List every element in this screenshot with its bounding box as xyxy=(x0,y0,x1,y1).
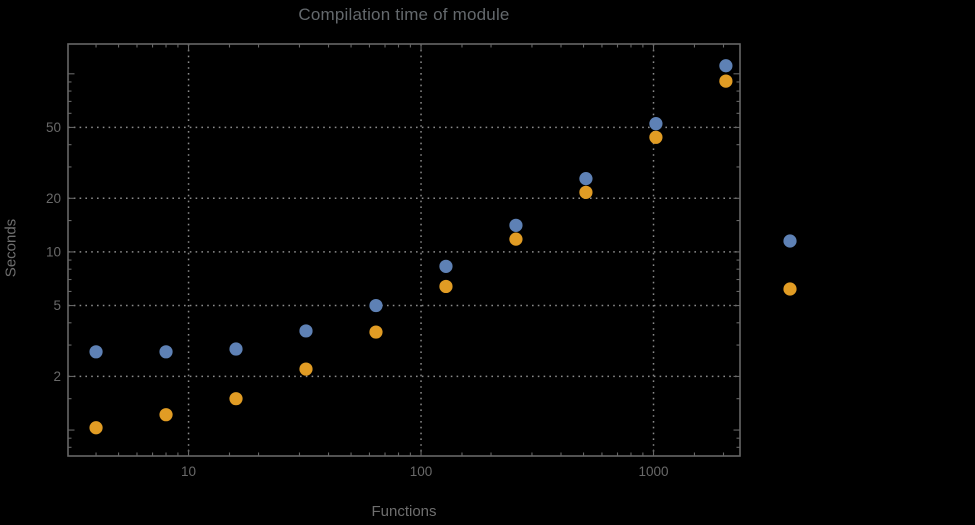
x-tick-label: 100 xyxy=(410,464,433,479)
y-tick-label: 5 xyxy=(53,298,61,313)
x-axis-label: Functions xyxy=(371,503,437,520)
data-point-blue-series xyxy=(229,342,243,356)
y-tick-label: 2 xyxy=(53,369,61,384)
x-tick-label: 1000 xyxy=(638,464,668,479)
data-point-orange-series xyxy=(719,74,733,88)
data-point-orange-series xyxy=(649,130,663,144)
data-point-blue-series xyxy=(719,59,733,73)
data-point-orange-series xyxy=(509,232,523,246)
data-point-blue-series xyxy=(369,298,383,313)
data-point-orange-series xyxy=(229,392,243,406)
data-point-blue-series xyxy=(439,259,453,273)
data-point-blue-series xyxy=(299,324,313,338)
data-point-orange-series xyxy=(579,185,593,199)
y-tick-label: 50 xyxy=(46,120,61,135)
data-point-orange-series xyxy=(439,279,453,294)
data-point-blue-series xyxy=(509,218,523,232)
chart-title: Compilation time of module xyxy=(298,5,510,24)
data-point-orange-series xyxy=(299,362,313,376)
data-point-blue-series xyxy=(159,345,173,359)
legend-marker-0 xyxy=(783,234,797,248)
data-point-blue-series xyxy=(649,117,663,131)
y-tick-label: 10 xyxy=(46,244,61,259)
data-point-orange-series xyxy=(369,325,383,339)
plot-frame xyxy=(67,43,741,457)
y-tick-label: 20 xyxy=(46,191,61,206)
legend-marker-1 xyxy=(783,282,797,296)
x-tick-label: 10 xyxy=(181,464,196,479)
data-point-blue-series xyxy=(579,172,593,186)
data-point-blue-series xyxy=(89,345,103,359)
data-point-orange-series xyxy=(89,421,103,435)
data-point-orange-series xyxy=(159,408,173,422)
